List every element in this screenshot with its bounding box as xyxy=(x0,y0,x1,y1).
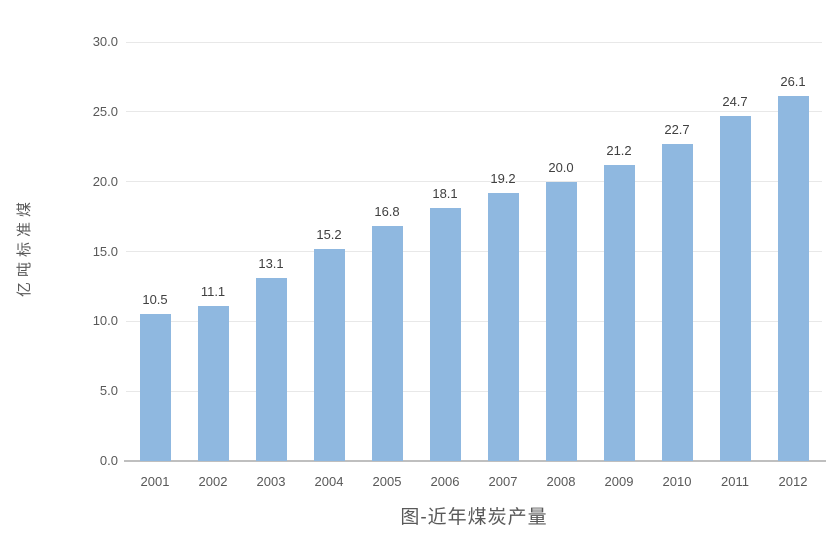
bar-2001 xyxy=(139,314,171,461)
y-tick-label: 30.0 xyxy=(92,34,118,49)
y-tick-label: 15.0 xyxy=(92,243,118,259)
bar-value-label: 15.2 xyxy=(316,226,342,242)
x-axis-line xyxy=(124,460,826,462)
x-tick-label: 2009 xyxy=(604,474,634,489)
bar-value-label: 16.8 xyxy=(374,204,400,220)
bar-value-label: 18.1 xyxy=(432,186,458,202)
gridline xyxy=(126,181,822,183)
x-tick-label: 2011 xyxy=(721,474,749,489)
gridline xyxy=(126,320,822,322)
x-tick-label: 2012 xyxy=(778,474,808,489)
x-tick-label: 2010 xyxy=(662,474,692,489)
bar-2006 xyxy=(429,208,461,461)
x-tick-label: 2007 xyxy=(488,474,518,489)
bar-value-label: 11.1 xyxy=(200,283,226,299)
bar-2007 xyxy=(487,192,519,461)
bar-value-label: 21.2 xyxy=(606,142,632,158)
bar-value-label: 22.7 xyxy=(664,121,690,137)
gridline xyxy=(126,390,822,392)
bar-value-label: 20.0 xyxy=(548,159,574,175)
x-tick-label: 2001 xyxy=(140,474,170,489)
x-tick-label: 2006 xyxy=(430,474,460,489)
x-tick-label: 2005 xyxy=(372,474,402,489)
bar-2004 xyxy=(313,248,345,461)
bar-2010 xyxy=(661,143,693,461)
bar-value-label: 19.2 xyxy=(490,170,516,186)
bar-2005 xyxy=(371,226,403,461)
bar-value-label: 24.7 xyxy=(722,94,748,110)
bar-value-label: 26.1 xyxy=(780,74,806,90)
y-tick-label: 20.0 xyxy=(92,173,118,189)
gridline xyxy=(126,251,822,252)
x-tick-label: 2003 xyxy=(256,474,286,489)
bar-2002 xyxy=(197,305,229,461)
x-tick-label: 2002 xyxy=(198,474,228,489)
plot-area: 10.5 2001 11.1 2002 13.1 2003 15.2 2004 16.8 2005… xyxy=(124,41,826,489)
bar-2008 xyxy=(545,181,577,461)
y-tick-label: 5.0 xyxy=(99,383,118,399)
bar-value-label: 10.5 xyxy=(142,292,168,308)
bar-value-label: 13.1 xyxy=(258,256,284,272)
gridline xyxy=(126,111,822,113)
chart-title: 图-近年煤炭产量 xyxy=(400,507,548,528)
gridline xyxy=(126,41,822,43)
bar-2011 xyxy=(719,116,751,461)
x-tick-label: 2008 xyxy=(546,474,576,489)
y-tick-label: 10.0 xyxy=(92,313,118,329)
y-tick-label: 0.0 xyxy=(99,453,118,468)
x-tick-label: 2004 xyxy=(314,474,344,489)
bar-2012 xyxy=(777,96,809,461)
y-axis-title: 亿吨标准煤 xyxy=(16,197,33,298)
y-tick-label: 25.0 xyxy=(92,103,118,119)
bar-2003 xyxy=(255,278,287,461)
bar-2009 xyxy=(603,164,635,461)
